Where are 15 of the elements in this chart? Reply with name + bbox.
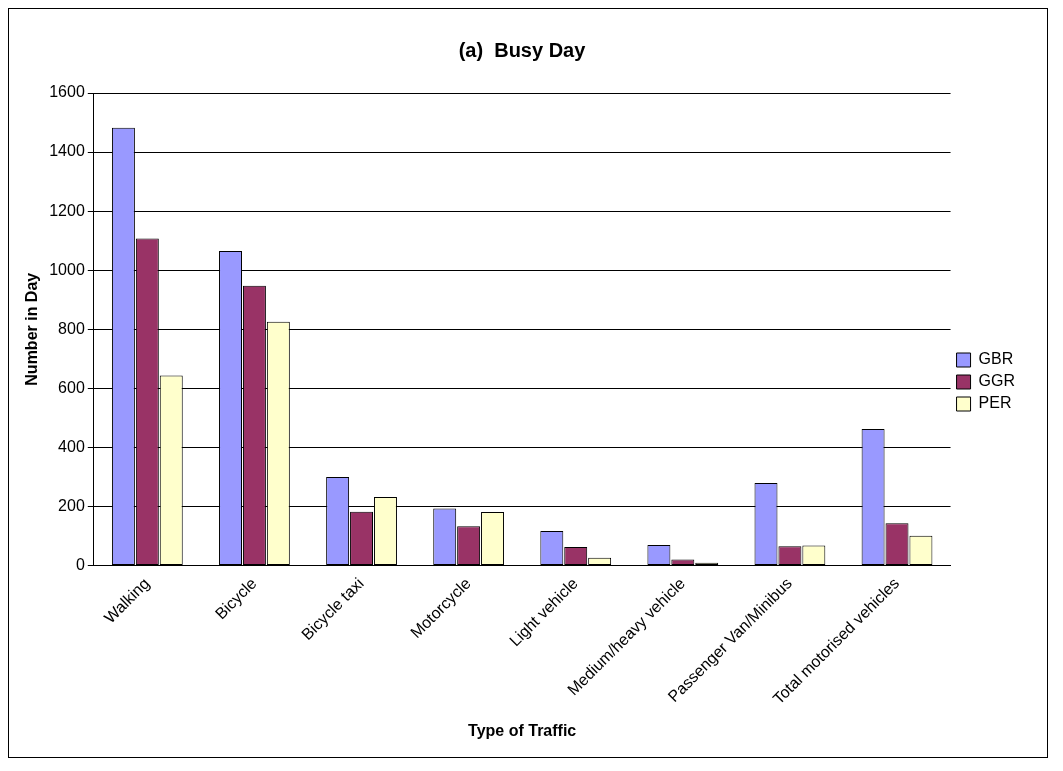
y-tick-label: 1000	[49, 260, 85, 278]
legend-label: GBR	[978, 350, 1014, 368]
x-axis-title: Type of Traffic	[468, 721, 577, 739]
y-tick-label: 1200	[49, 201, 85, 219]
y-tick-label: 200	[58, 496, 85, 514]
legend-label: GGR	[978, 372, 1016, 390]
y-tick-label: 600	[58, 378, 85, 396]
y-tick-label: 1400	[49, 142, 85, 160]
y-tick-label: 800	[58, 319, 85, 337]
y-tick-label: 1600	[49, 83, 85, 101]
y-tick-label: 0	[75, 555, 85, 573]
y-tick-label: 400	[58, 437, 85, 455]
y-axis-title: Number in Day	[23, 272, 41, 386]
legend-label: PER	[978, 394, 1012, 412]
chart-title: (a) Busy Day	[458, 38, 587, 61]
